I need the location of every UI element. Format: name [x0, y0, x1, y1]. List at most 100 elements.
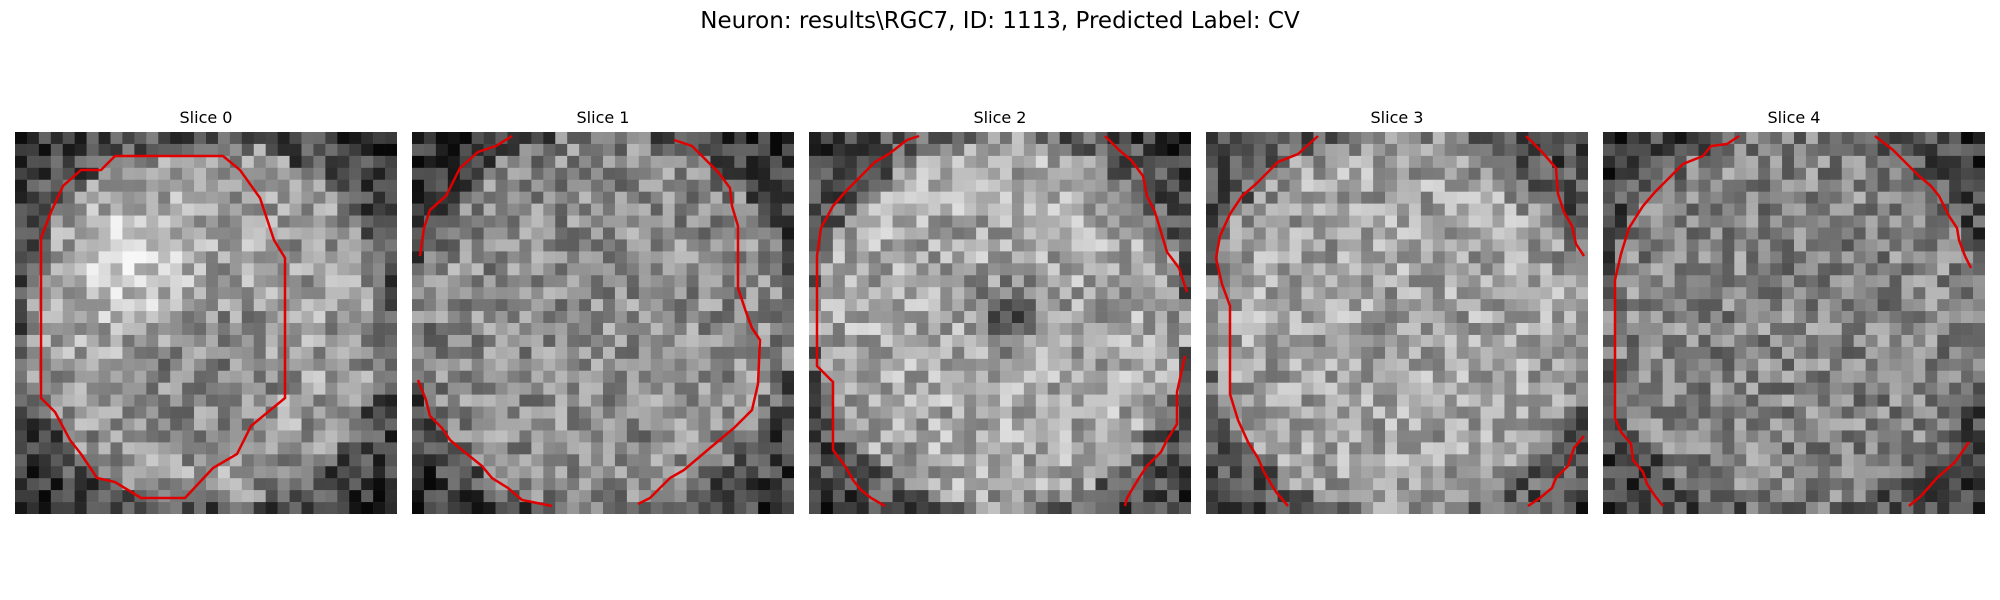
pixel	[1805, 299, 1819, 312]
pixel	[134, 275, 147, 288]
pixel	[1408, 370, 1422, 383]
pixel	[423, 239, 437, 252]
pixel	[1889, 203, 1902, 216]
pixel	[194, 334, 207, 348]
pixel	[1492, 334, 1505, 348]
pixel	[435, 466, 449, 479]
pixel	[868, 275, 881, 288]
pixel	[265, 430, 278, 443]
pixel	[1650, 215, 1663, 228]
pixel	[519, 227, 532, 240]
pixel	[1889, 442, 1902, 455]
pixel	[1770, 382, 1783, 395]
pixel	[770, 239, 783, 252]
pixel	[1265, 430, 1278, 443]
pixel	[770, 275, 783, 288]
pixel	[782, 167, 794, 181]
pixel	[579, 490, 592, 503]
pixel	[964, 502, 977, 514]
pixel	[1889, 430, 1902, 443]
pixel	[1301, 251, 1314, 264]
pixel	[603, 466, 616, 479]
pixel	[1710, 406, 1723, 419]
pixel	[1361, 442, 1374, 455]
pixel	[1167, 334, 1180, 348]
pixel	[734, 394, 747, 407]
pixel	[146, 346, 159, 360]
pixel	[1071, 370, 1084, 383]
pixel	[519, 263, 532, 276]
pixel	[782, 490, 794, 503]
pixel	[289, 406, 302, 419]
pixel	[674, 382, 687, 395]
pixel	[170, 454, 183, 467]
pixel	[1468, 167, 1481, 181]
pixel	[1901, 382, 1914, 395]
pixel	[1000, 179, 1013, 192]
pixel	[122, 418, 135, 431]
pixel	[1143, 263, 1156, 276]
pixel	[1325, 132, 1338, 145]
pixel	[1614, 155, 1628, 169]
pixel	[1131, 227, 1144, 240]
pixel	[361, 323, 374, 336]
pixel	[614, 478, 628, 491]
pixel	[1973, 227, 1985, 240]
pixel	[952, 287, 965, 300]
pixel	[1782, 382, 1795, 395]
pixel	[1131, 263, 1144, 276]
pixel	[277, 418, 290, 431]
pixel	[1206, 346, 1219, 360]
pixel	[809, 167, 822, 181]
pixel	[988, 418, 1001, 431]
pixel	[412, 191, 425, 204]
pixel	[964, 466, 977, 479]
pixel	[1119, 442, 1132, 455]
pixel	[301, 394, 314, 407]
pixel	[1265, 227, 1278, 240]
pixel	[265, 155, 278, 169]
pixel	[471, 215, 484, 228]
pixel	[1638, 323, 1652, 336]
pixel	[265, 311, 278, 324]
pixel	[1889, 239, 1902, 252]
pixel	[229, 478, 243, 491]
pixel	[1961, 227, 1974, 240]
pixel	[638, 251, 652, 264]
pixel	[194, 239, 207, 252]
pixel	[952, 275, 965, 288]
pixel	[1626, 346, 1640, 360]
pixel	[698, 251, 711, 264]
pixel	[1576, 287, 1588, 300]
pixel	[614, 311, 628, 324]
pixel	[1059, 430, 1072, 443]
pixel	[1361, 418, 1374, 431]
pixel	[1961, 275, 1974, 288]
pixel	[98, 143, 111, 157]
pixel	[1095, 346, 1108, 360]
pixel	[1722, 406, 1735, 419]
pixel	[820, 346, 834, 360]
pixel	[483, 442, 496, 455]
pixel	[1071, 251, 1084, 264]
pixel	[856, 227, 869, 240]
pixel	[182, 382, 195, 395]
pixel	[373, 167, 386, 181]
pixel	[423, 275, 437, 288]
pixel	[313, 323, 326, 336]
pixel	[1638, 287, 1652, 300]
pixel	[698, 418, 711, 431]
pixel	[1603, 358, 1616, 372]
pixel	[892, 299, 905, 312]
pixel	[976, 466, 989, 479]
pixel	[110, 275, 123, 288]
pixel	[1071, 490, 1084, 503]
pixel	[1047, 227, 1060, 240]
pixel	[447, 323, 461, 336]
pixel	[483, 466, 496, 479]
pixel	[531, 203, 544, 216]
pixel	[1770, 370, 1783, 383]
pixel	[1841, 155, 1854, 169]
pixel	[1770, 143, 1783, 157]
pixel	[1722, 346, 1735, 360]
